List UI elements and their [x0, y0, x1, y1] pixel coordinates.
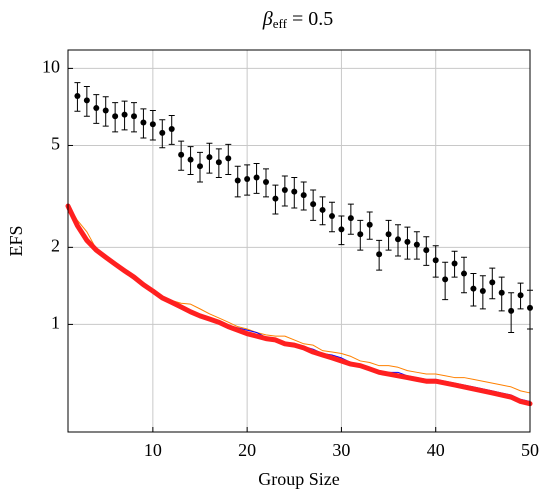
line	[65, 203, 533, 407]
point	[508, 307, 515, 314]
y-tick-label: 2	[51, 235, 60, 255]
point	[168, 125, 175, 132]
point	[479, 288, 486, 295]
point	[83, 97, 90, 104]
point	[281, 186, 288, 193]
x-tick-label: 30	[332, 440, 350, 460]
point	[74, 93, 81, 100]
point	[291, 188, 298, 195]
y-axis-label: EFS	[6, 225, 26, 256]
point	[432, 257, 439, 264]
y-tick-label: 10	[42, 57, 60, 77]
point	[140, 119, 147, 126]
x-tick-label: 20	[238, 440, 256, 460]
point	[121, 111, 128, 118]
point	[442, 276, 449, 283]
chart-title: βeff = 0.5	[262, 8, 333, 31]
point	[329, 213, 335, 220]
point	[234, 177, 241, 184]
line	[67, 203, 531, 394]
point	[385, 231, 392, 238]
point	[112, 113, 119, 120]
point	[159, 129, 166, 136]
point	[376, 251, 383, 258]
point	[498, 289, 505, 296]
point	[413, 241, 420, 248]
x-tick-label: 10	[144, 440, 162, 460]
point	[423, 247, 430, 254]
x-tick-label: 50	[521, 440, 539, 460]
plot-frame	[67, 49, 531, 433]
point	[263, 178, 269, 185]
y-tick-label: 5	[51, 134, 60, 154]
point	[489, 279, 496, 286]
point	[404, 238, 411, 245]
point	[93, 105, 100, 112]
point	[517, 292, 524, 299]
point	[300, 192, 307, 199]
point	[102, 107, 109, 114]
point	[470, 285, 477, 292]
point	[225, 155, 232, 162]
point	[206, 154, 213, 161]
point	[357, 231, 364, 238]
y-tick-label: 1	[51, 313, 60, 333]
point	[395, 236, 401, 243]
point	[149, 121, 156, 128]
point	[366, 221, 373, 228]
point	[347, 215, 354, 222]
x-tick-label: 40	[427, 440, 445, 460]
point	[244, 175, 251, 182]
point	[310, 201, 317, 208]
line	[67, 205, 531, 402]
point	[461, 270, 467, 277]
point	[272, 195, 279, 202]
x-axis-label: Group Size	[258, 469, 339, 489]
point	[131, 113, 137, 120]
point	[319, 206, 326, 213]
point	[338, 226, 345, 233]
point	[187, 156, 194, 163]
point	[451, 260, 458, 267]
point	[178, 151, 185, 158]
point	[253, 174, 260, 181]
point	[197, 163, 203, 170]
point	[215, 159, 222, 166]
